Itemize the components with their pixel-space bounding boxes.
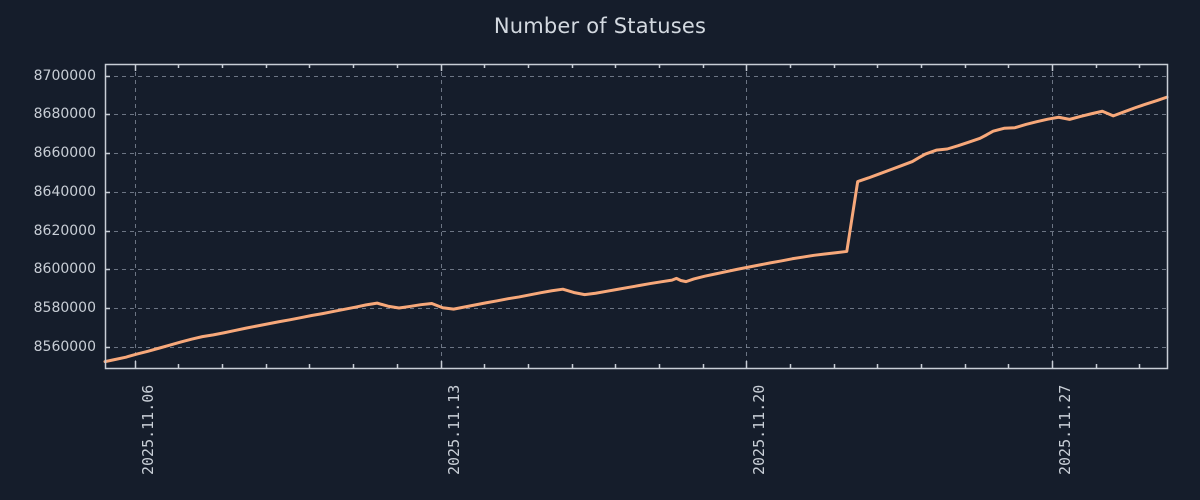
x-axis-tick-label: 2025.11.27 — [1056, 384, 1075, 475]
data-line-series — [103, 95, 1169, 364]
y-axis-tick-label: 8580000 — [33, 299, 96, 316]
chart-title: Number of Statuses — [493, 14, 707, 38]
y-axis-tick-label: 8660000 — [33, 145, 96, 162]
y-axis-tick-labels: 8700000 8680000 8660000 8640000 8620000 86000… — [0, 0, 96, 500]
y-axis-tick-label: 8640000 — [33, 183, 96, 200]
y-axis-tick-label: 8620000 — [33, 222, 96, 239]
y-axis-tick-label: 8600000 — [33, 261, 96, 278]
y-axis-tick-label: 8560000 — [33, 338, 96, 355]
x-axis-tick-label: 2025.11.06 — [138, 384, 157, 475]
plot-frame — [104, 63, 1169, 370]
x-axis-tick-label: 2025.11.20 — [750, 384, 769, 475]
x-axis-tick-label: 2025.11.13 — [444, 384, 463, 475]
y-axis-tick-label: 8700000 — [33, 67, 96, 84]
y-axis-tick-label: 8680000 — [33, 106, 96, 123]
